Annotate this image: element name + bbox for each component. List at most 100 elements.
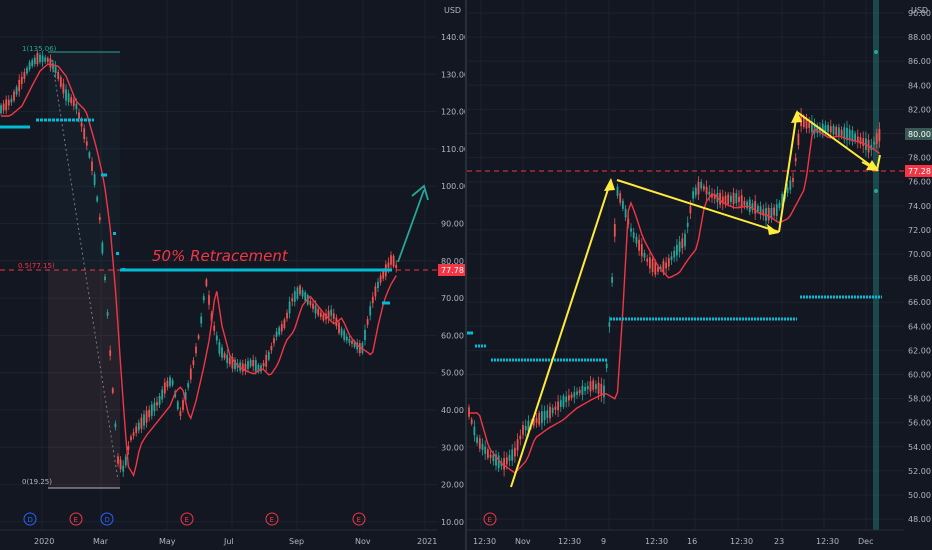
candle-body <box>586 386 589 390</box>
candle-body <box>487 449 489 458</box>
candle-body <box>541 411 543 424</box>
candle-body <box>72 99 75 107</box>
candle-body <box>332 313 335 319</box>
candle-body <box>802 116 805 128</box>
candle-body <box>757 205 759 212</box>
event-marker-icon[interactable] <box>180 512 194 526</box>
candle-body <box>280 324 283 332</box>
event-marker-icon[interactable] <box>352 512 366 526</box>
level-dot <box>113 232 116 235</box>
candle-body <box>249 359 252 367</box>
candle-body <box>44 57 47 62</box>
candle-body <box>182 400 184 410</box>
candle-body <box>738 196 740 203</box>
price-tick-label: 100.00 <box>441 182 465 191</box>
candle-body <box>854 133 856 142</box>
right-chart-panel[interactable]: USD 90.00 88.00 86.00 84.00 82.00 80.00 78.00 7… <box>467 0 932 550</box>
candle-body <box>371 296 374 304</box>
candle-body <box>39 54 41 63</box>
candle-body <box>873 141 875 145</box>
candle-body <box>603 385 605 398</box>
candle-body <box>130 436 132 441</box>
candle-body <box>208 295 210 305</box>
left-chart-panel[interactable]: 50% Retracement 1(135.06) 0.5(77.15) 0(1… <box>0 0 465 550</box>
candle-body <box>743 200 746 206</box>
price-tick-label: 120.00 <box>441 108 465 117</box>
event-marker-icon[interactable] <box>69 512 83 526</box>
candle-body <box>495 454 497 466</box>
candle-body <box>554 406 557 410</box>
right-price-axis[interactable] <box>904 0 932 550</box>
candle-body <box>158 396 161 405</box>
left-chart-canvas[interactable]: 50% Retracement 1(135.06) 0.5(77.15) 0(1… <box>0 0 465 550</box>
trend-arrow-segment <box>510 179 612 488</box>
candle-body <box>140 417 143 429</box>
candle-body <box>765 207 767 221</box>
candle-body <box>91 161 93 171</box>
candle-body <box>267 351 270 360</box>
candle-body <box>382 270 385 279</box>
moving-average-line <box>1 63 397 478</box>
candle-body <box>522 425 524 435</box>
candle-body <box>166 380 169 387</box>
candle-body <box>390 255 392 265</box>
candle-body <box>10 98 13 103</box>
moving-average-line <box>469 127 880 474</box>
candle-body <box>197 335 200 339</box>
candle-body <box>20 76 23 84</box>
event-marker-icon[interactable] <box>483 512 497 526</box>
price-tick-label: 74.00 <box>908 202 931 211</box>
time-tick-label: 12:30 <box>730 537 753 546</box>
candle-body <box>156 401 158 406</box>
retracement-annotation[interactable]: 50% Retracement <box>152 247 289 265</box>
candle-body <box>576 391 578 395</box>
candle-body <box>364 329 366 341</box>
time-tick-label: May <box>159 537 176 546</box>
candle-body <box>351 340 353 345</box>
right-chart-canvas[interactable]: USD 90.00 88.00 86.00 84.00 82.00 80.00 78.00 7… <box>467 0 932 550</box>
candle-body <box>0 105 2 114</box>
price-tick-label: 60.00 <box>441 331 464 340</box>
event-marker-icon[interactable] <box>100 512 114 526</box>
candle-body <box>200 316 203 324</box>
candle-body <box>468 407 470 417</box>
candle-body <box>13 91 15 101</box>
candle-body <box>762 209 765 216</box>
price-tick-label: 82.00 <box>908 105 931 114</box>
candle-body <box>127 446 130 450</box>
candle-body <box>557 401 559 411</box>
candle-body <box>570 394 573 398</box>
price-tick-label: 88.00 <box>908 33 931 42</box>
candle-body <box>270 346 273 351</box>
candle-body <box>23 72 26 79</box>
candle-body <box>630 228 632 232</box>
candle-body <box>106 312 109 316</box>
candle-body <box>703 186 705 190</box>
candle-body <box>846 127 848 141</box>
candle-body <box>805 118 808 129</box>
candle-body <box>205 279 208 286</box>
price-tick-label: 68.00 <box>908 274 931 283</box>
candle-body <box>244 363 247 371</box>
candle-body <box>273 338 275 344</box>
candle-body <box>265 354 268 367</box>
candle-body <box>228 358 231 365</box>
candle-body <box>649 257 651 269</box>
candle-body <box>843 127 846 140</box>
panel-divider[interactable] <box>465 0 467 550</box>
event-marker-icon[interactable] <box>265 512 279 526</box>
trend-arrow-segment <box>616 179 780 233</box>
price-tick-label: 50.00 <box>441 369 464 378</box>
time-tick-label: 12:30 <box>645 537 668 546</box>
candle-body <box>7 99 10 106</box>
candle-body <box>719 192 721 205</box>
candle-body <box>481 443 484 450</box>
projection-arrow-head <box>411 184 429 201</box>
candle-body <box>808 122 811 128</box>
event-marker-icon[interactable] <box>23 512 37 526</box>
candle-body <box>262 362 265 367</box>
candle-body <box>283 319 286 329</box>
candle-body <box>711 193 713 198</box>
marker-dot <box>874 189 878 193</box>
candle-body <box>293 291 296 302</box>
